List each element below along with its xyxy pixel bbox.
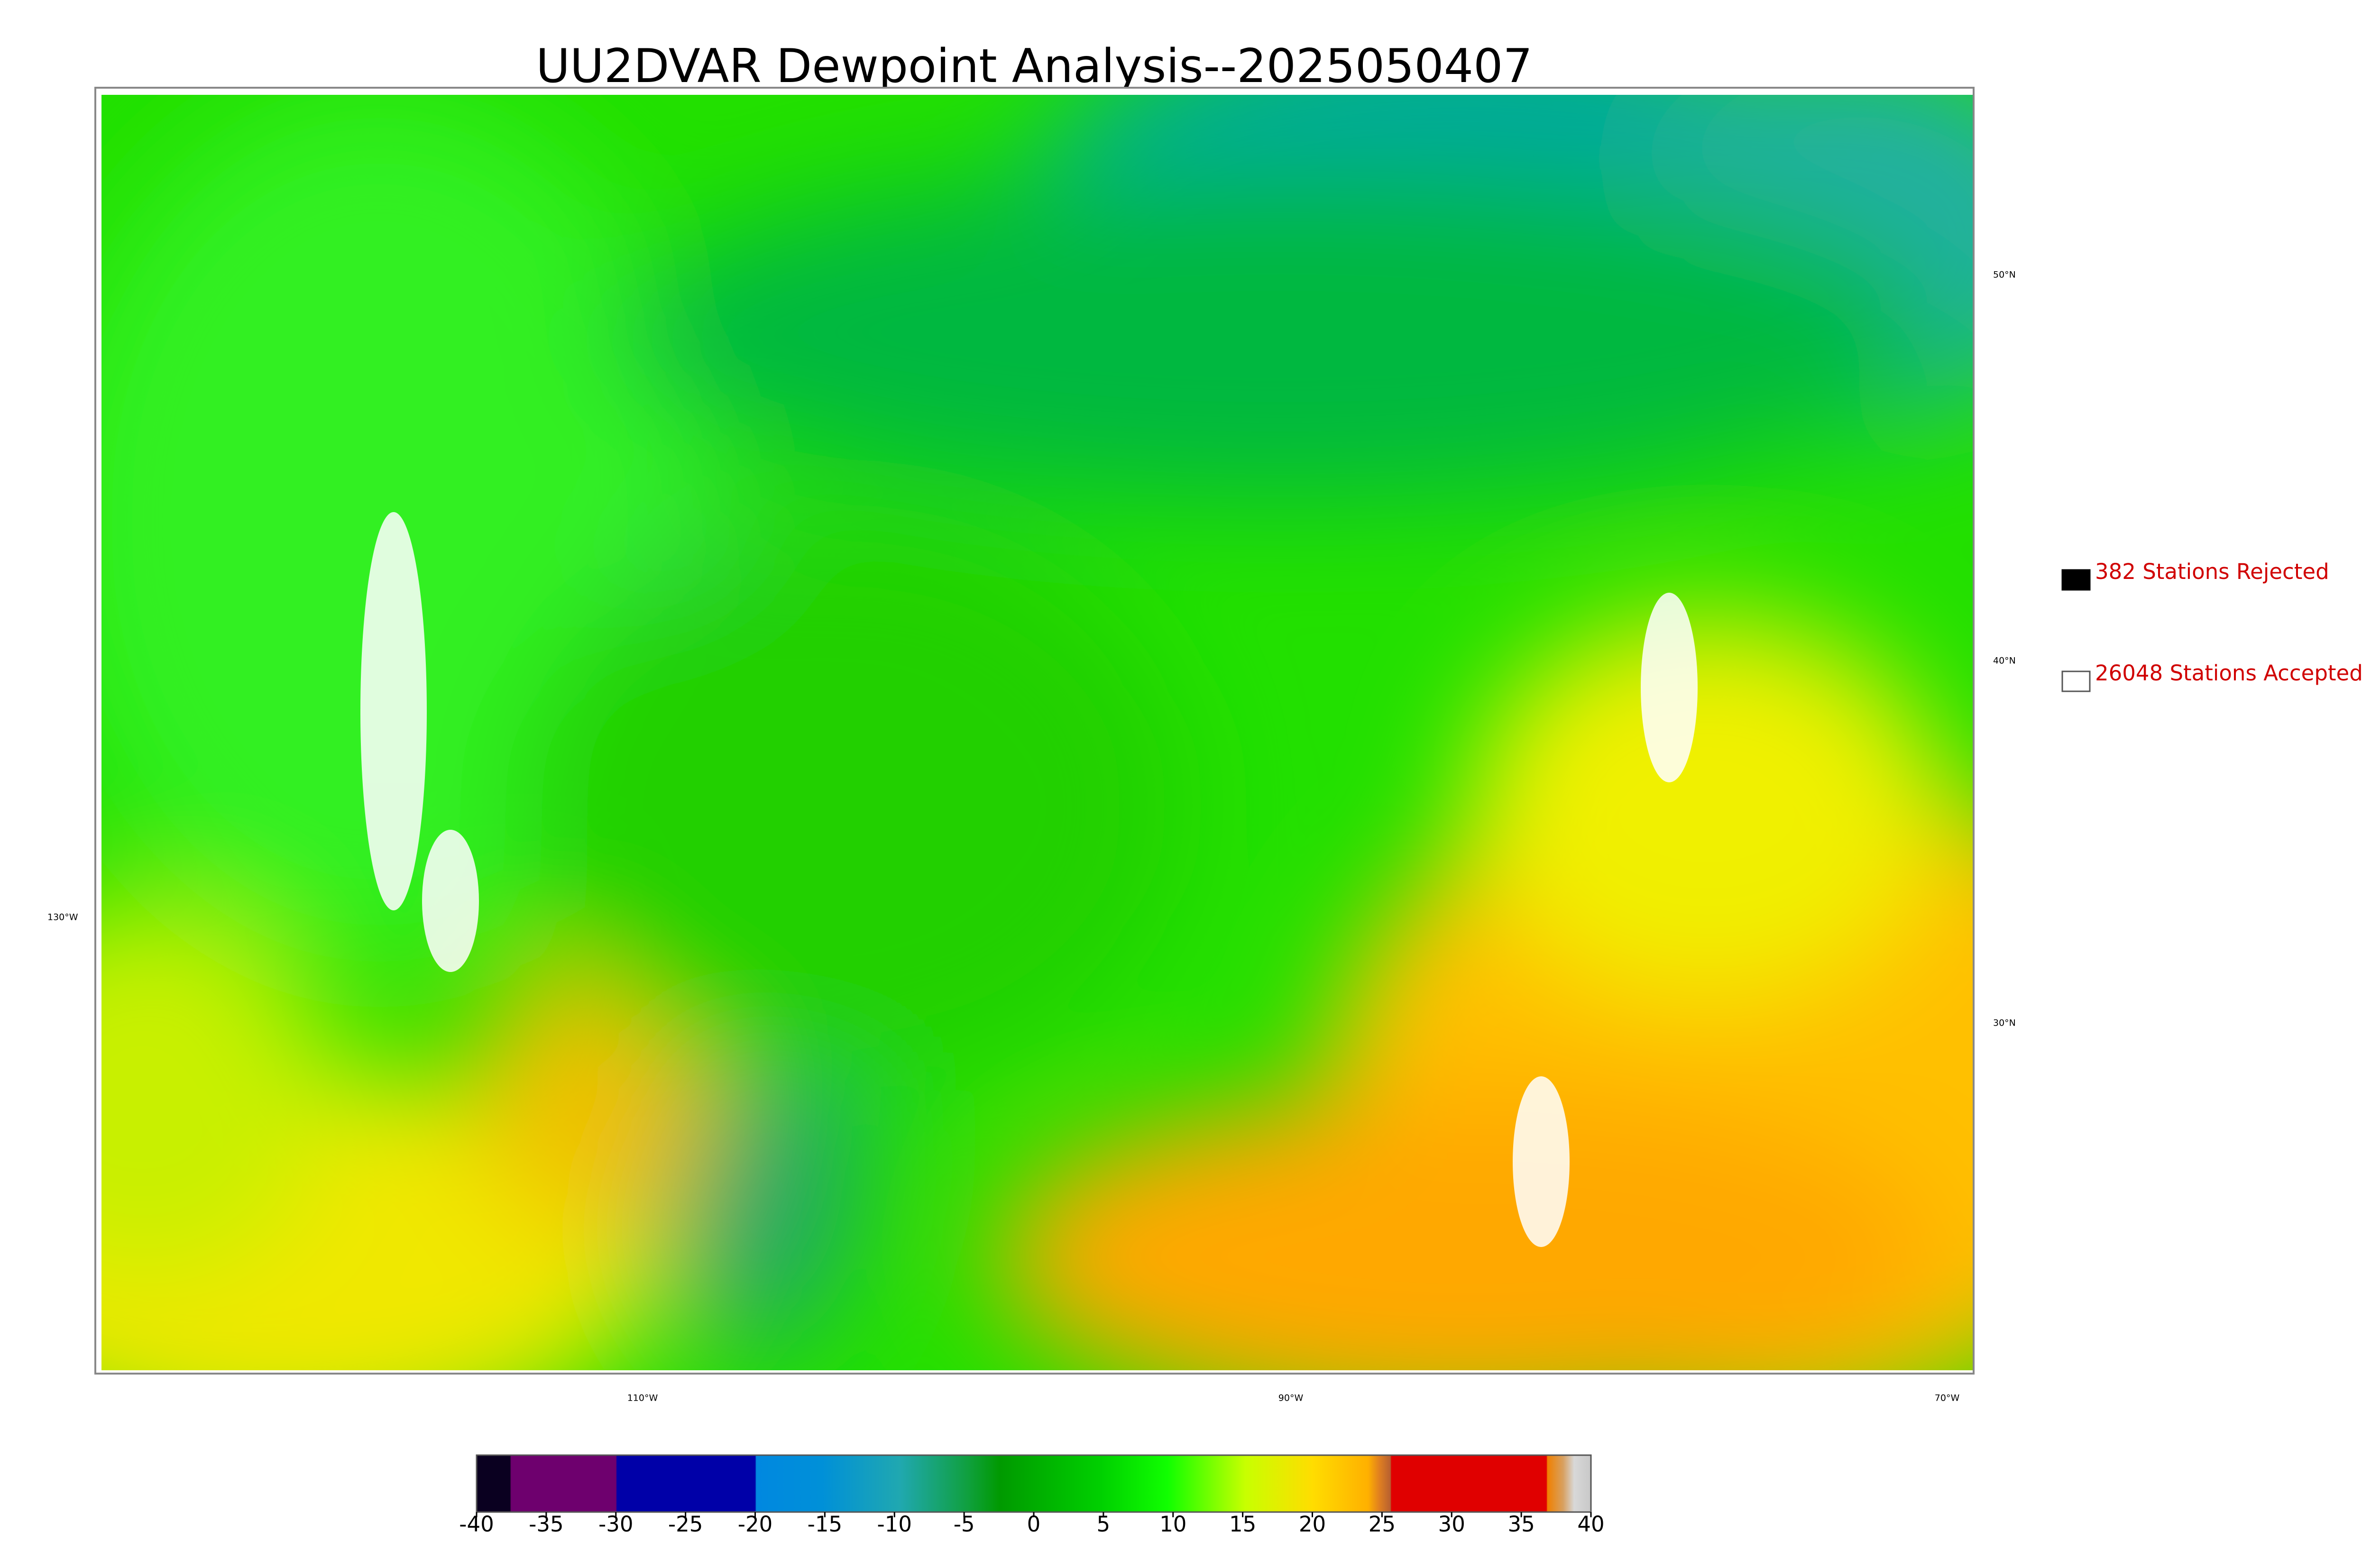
colorbar-tick-label: -35 xyxy=(529,1512,564,1537)
lat-label: 50°N xyxy=(1993,270,2016,280)
colorbar-tick-label: -30 xyxy=(598,1512,634,1537)
legend-swatch-rejected xyxy=(2061,569,2091,591)
colorbar-tick-label: 10 xyxy=(1159,1512,1186,1537)
colorbar-tick-label: 40 xyxy=(1577,1512,1604,1537)
lon-label: 130°W xyxy=(47,912,78,923)
colorbar-tick-label: -10 xyxy=(877,1512,912,1537)
colorbar-ticks: -40 -35 -30 -25 -20 -15 -10 -5 0 5 10 15 20 25 30 35 40 xyxy=(459,1512,1604,1537)
colorbar-tick-label: 0 xyxy=(1027,1512,1041,1537)
colorbar-tick-label: 15 xyxy=(1229,1512,1256,1537)
colorbar xyxy=(476,1454,1592,1513)
colorbar-tick-label: -5 xyxy=(954,1512,975,1537)
colorbar-tick-label: -20 xyxy=(738,1512,773,1537)
dewpoint-field xyxy=(101,95,1973,1370)
colorbar-tick-label: 30 xyxy=(1438,1512,1465,1537)
colorbar-tick-label: 20 xyxy=(1299,1512,1326,1537)
colorbar-tick-label: 35 xyxy=(1507,1512,1535,1537)
lat-label: 40°N xyxy=(1993,656,2016,666)
colorbar-tick-label: -15 xyxy=(808,1512,843,1537)
map-title: UU2DVAR Dewpoint Analysis--2025050407 xyxy=(536,39,1533,93)
colorbar-tick-label: 25 xyxy=(1369,1512,1396,1537)
colorbar-tick-label: 5 xyxy=(1097,1512,1111,1537)
lat-label: 30°N xyxy=(1993,1018,2016,1028)
lon-label: 90°W xyxy=(1278,1393,1304,1403)
lon-label: 70°W xyxy=(1935,1393,1960,1403)
lon-label: 110°W xyxy=(627,1393,658,1403)
legend-swatch-accepted xyxy=(2061,670,2091,692)
colorbar-tick-label: -40 xyxy=(459,1512,494,1537)
legend: 382 Stations Rejected 26048 Stations Acc… xyxy=(2061,559,2363,692)
legend-label: 26048 Stations Accepted xyxy=(2095,660,2363,686)
colorbar-tick-label: -25 xyxy=(668,1512,703,1537)
graticule-labels: 50°N 40°N 30°N 130°W 110°W 90°W 70°W xyxy=(47,270,2016,1403)
legend-label: 382 Stations Rejected xyxy=(2095,559,2329,584)
